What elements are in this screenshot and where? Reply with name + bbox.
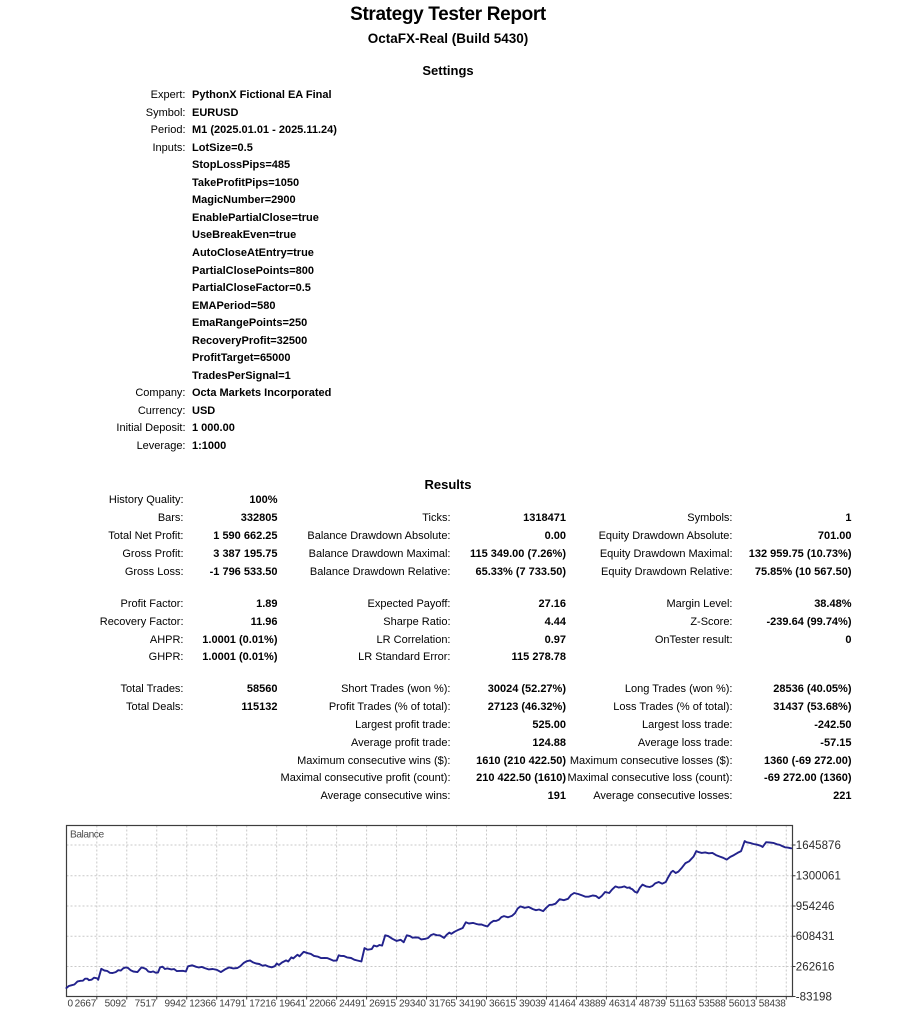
svg-text:58438: 58438 <box>759 999 786 1010</box>
svg-text:1300061: 1300061 <box>796 871 841 883</box>
svg-text:Balance: Balance <box>70 830 104 841</box>
svg-text:56013: 56013 <box>729 999 756 1010</box>
svg-text:22066: 22066 <box>309 999 336 1010</box>
svg-text:1645876: 1645876 <box>796 840 841 852</box>
svg-text:608431: 608431 <box>796 931 835 943</box>
svg-text:954246: 954246 <box>796 901 835 913</box>
svg-text:0: 0 <box>68 999 74 1010</box>
svg-text:53588: 53588 <box>699 999 726 1010</box>
svg-text:31765: 31765 <box>429 999 456 1010</box>
svg-text:48739: 48739 <box>639 999 666 1010</box>
svg-text:2667: 2667 <box>75 999 97 1010</box>
svg-text:19641: 19641 <box>279 999 306 1010</box>
svg-text:51163: 51163 <box>670 999 697 1010</box>
svg-text:36615: 36615 <box>489 999 516 1010</box>
svg-text:24491: 24491 <box>339 999 366 1010</box>
svg-text:12366: 12366 <box>189 999 216 1010</box>
svg-text:43889: 43889 <box>579 999 606 1010</box>
svg-text:-83198: -83198 <box>796 992 832 1004</box>
svg-text:46314: 46314 <box>609 999 636 1010</box>
svg-text:14791: 14791 <box>219 999 246 1010</box>
svg-text:39039: 39039 <box>519 999 546 1010</box>
svg-text:34190: 34190 <box>459 999 486 1010</box>
svg-text:9942: 9942 <box>165 999 187 1010</box>
svg-text:262616: 262616 <box>796 962 835 974</box>
svg-text:41464: 41464 <box>549 999 576 1010</box>
svg-text:29340: 29340 <box>399 999 426 1010</box>
svg-text:26915: 26915 <box>369 999 396 1010</box>
svg-text:5092: 5092 <box>105 999 127 1010</box>
svg-text:17216: 17216 <box>249 999 276 1010</box>
svg-text:7517: 7517 <box>135 999 157 1010</box>
